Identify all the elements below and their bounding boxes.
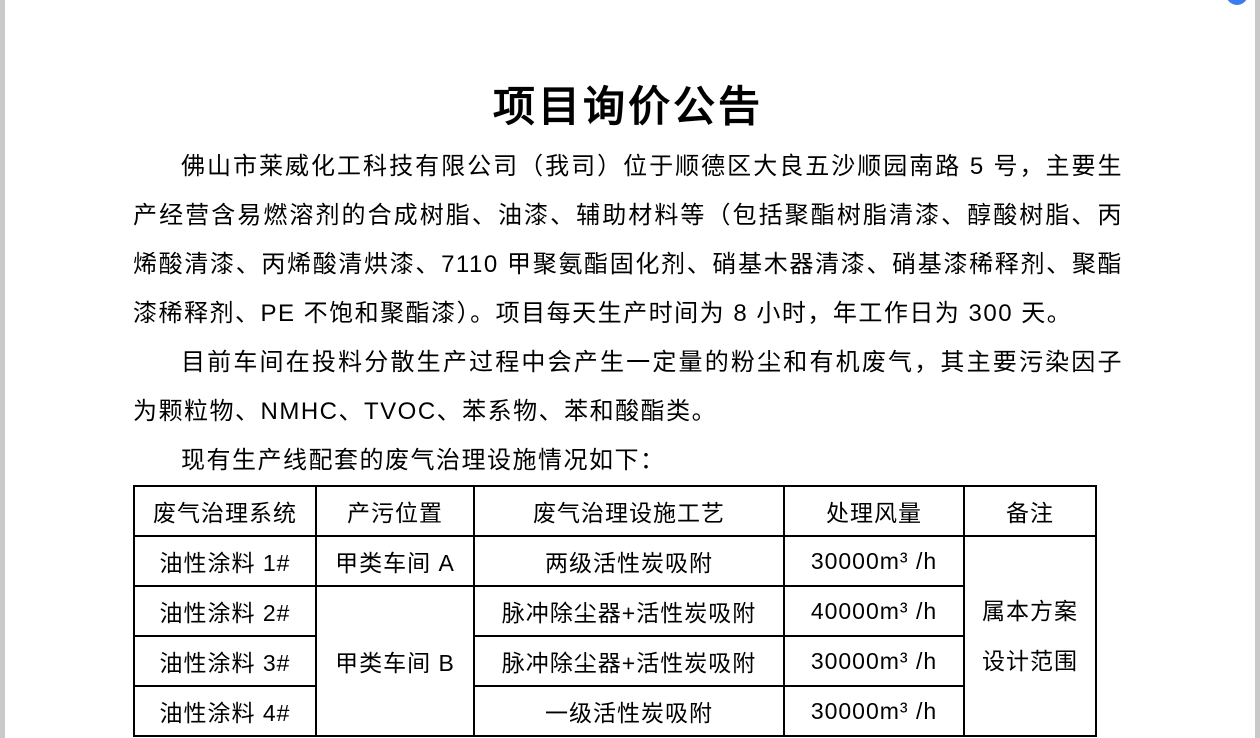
note-line-2: 设计范围 <box>982 648 1078 674</box>
note-line-1: 属本方案 <box>982 598 1078 624</box>
cell-process: 两级活性炭吸附 <box>473 535 785 587</box>
table-row: 油性涂料 4# 一级活性炭吸附 30000m³ /h <box>133 685 1096 737</box>
table-row: 油性涂料 1# 甲类车间 A 两级活性炭吸附 30000m³ /h 属本方案 设… <box>133 535 1097 737</box>
header-process: 废气治理设施工艺 <box>473 485 785 537</box>
cell-location: 甲类车间 A <box>315 535 475 587</box>
cell-airflow: 30000m³ /h <box>783 535 965 587</box>
header-note: 备注 <box>963 485 1097 537</box>
document-page: 项目询价公告 佛山市莱威化工科技有限公司（我司）位于顺德区大良五沙顺园南路 5 … <box>133 0 1123 737</box>
page-title: 项目询价公告 <box>492 83 763 130</box>
cell-location-merged: 甲类车间 B <box>315 585 475 737</box>
header-system: 废气治理系统 <box>133 485 317 537</box>
table-row: 油性涂料 3# 脉冲除尘器+活性炭吸附 30000m³ /h <box>133 635 1096 687</box>
page-edge-left <box>0 0 5 738</box>
table-row: 油性涂料 2# 甲类车间 B 脉冲除尘器+活性炭吸附 40000m³ /h <box>133 585 1096 737</box>
cell-system: 油性涂料 3# <box>133 635 317 687</box>
paragraph-table-lead: 现有生产线配套的废气治理设施情况如下： <box>181 447 666 474</box>
header-location: 产污位置 <box>315 485 475 537</box>
cell-system: 油性涂料 4# <box>133 685 317 737</box>
paragraph-company-intro: 佛山市莱威化工科技有限公司（我司）位于顺德区大良五沙顺园南路 5 号，主要生产经… <box>133 153 1123 327</box>
cell-airflow: 30000m³ /h <box>783 635 965 687</box>
header-airflow: 处理风量 <box>783 485 965 537</box>
paragraph-pollutants: 目前车间在投料分散生产过程中会产生一定量的粉尘和有机废气，其主要污染因子为颗粒物… <box>133 349 1123 425</box>
cell-system: 油性涂料 2# <box>133 585 317 637</box>
cell-system: 油性涂料 1# <box>133 535 317 587</box>
cell-airflow: 40000m³ /h <box>783 585 965 637</box>
waste-gas-treatment-table: 废气治理系统 产污位置 废气治理设施工艺 处理风量 备注 油性涂料 1# 甲类车… <box>133 485 1097 737</box>
page-edge-right <box>1255 0 1260 738</box>
table-header-row: 废气治理系统 产污位置 废气治理设施工艺 处理风量 备注 <box>133 485 1097 537</box>
cell-airflow: 30000m³ /h <box>783 685 965 737</box>
cell-process: 一级活性炭吸附 <box>473 685 785 737</box>
cell-process: 脉冲除尘器+活性炭吸附 <box>473 585 785 637</box>
cell-process: 脉冲除尘器+活性炭吸附 <box>473 635 785 687</box>
floating-action-button[interactable] <box>1226 0 1248 5</box>
cell-note-merged: 属本方案 设计范围 <box>963 535 1097 737</box>
